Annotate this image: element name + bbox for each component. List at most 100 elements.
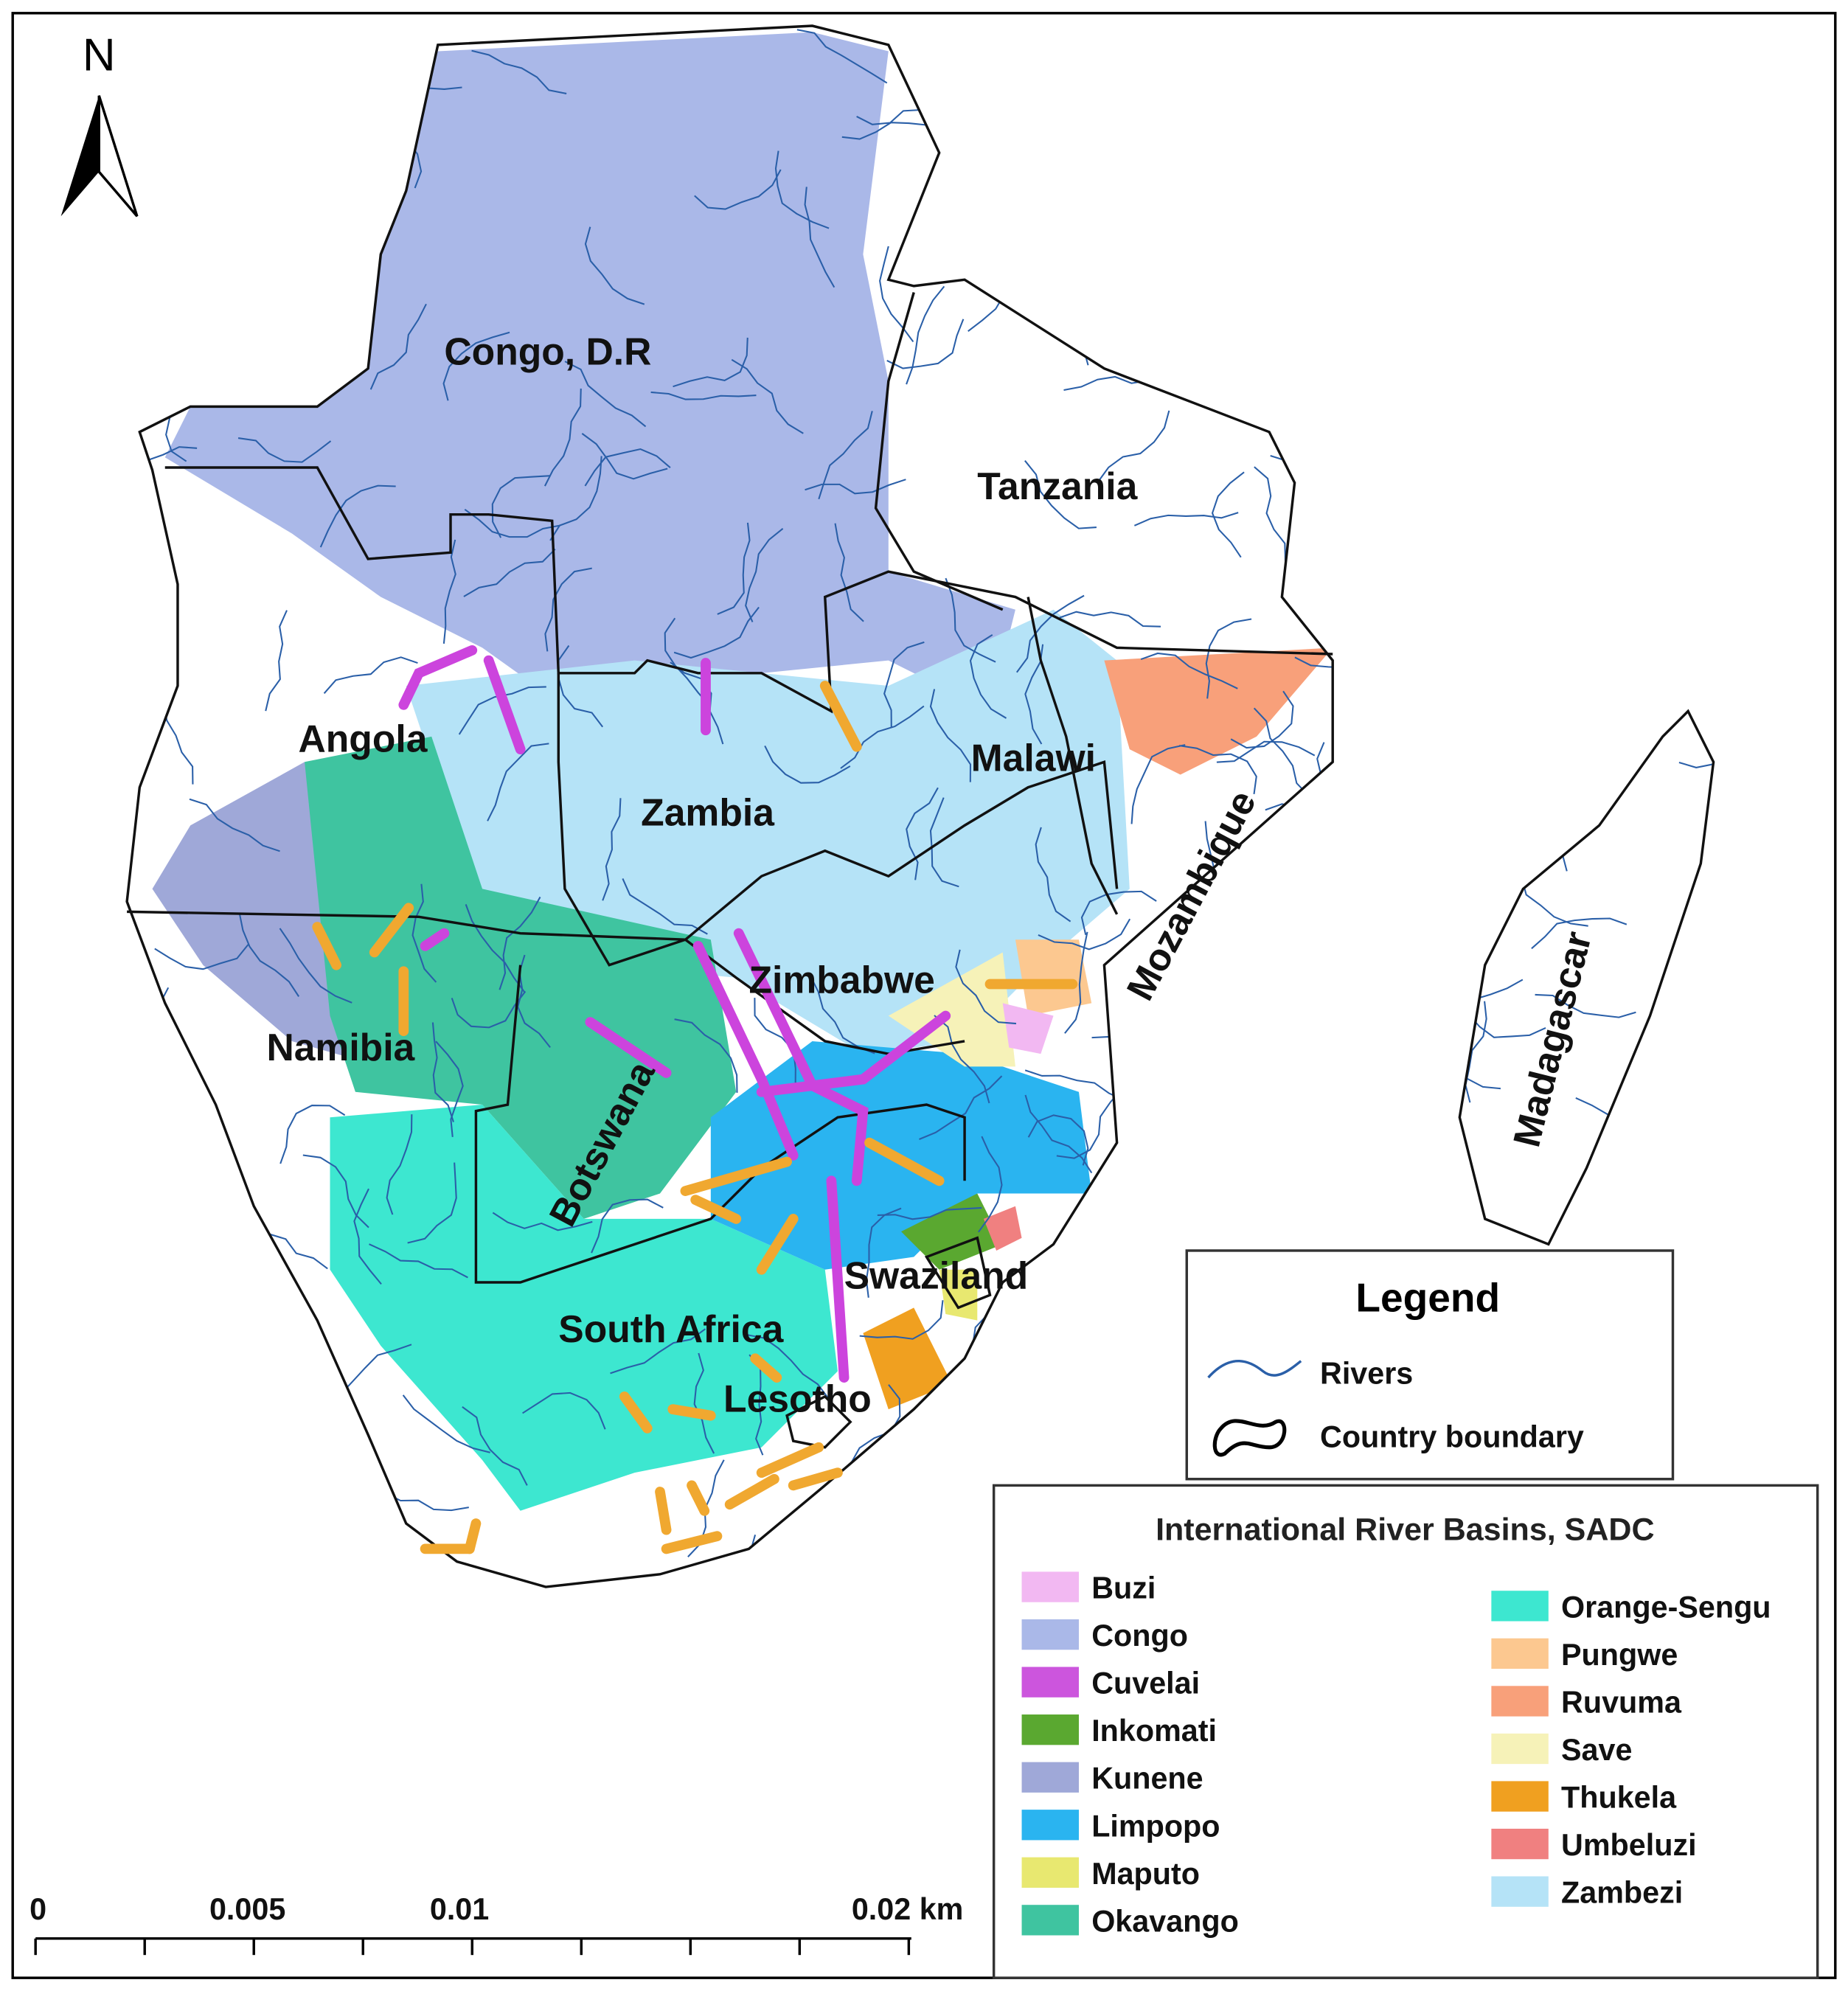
river bbox=[670, 661, 724, 745]
river bbox=[465, 904, 526, 993]
river bbox=[978, 1136, 1003, 1233]
river bbox=[581, 433, 668, 480]
river bbox=[462, 1405, 528, 1486]
river bbox=[319, 484, 396, 548]
river bbox=[237, 437, 332, 463]
basin-area bbox=[1015, 939, 1092, 1016]
basin-area bbox=[939, 1269, 978, 1321]
legend-swatch bbox=[1021, 1619, 1079, 1650]
basin-area bbox=[888, 952, 1015, 1067]
map-label: Tanzania bbox=[977, 465, 1138, 507]
river bbox=[1038, 918, 1131, 951]
scale-label: 0 bbox=[29, 1892, 46, 1926]
legend-item: Thukela bbox=[1561, 1781, 1677, 1815]
map-label: Zambia bbox=[641, 791, 775, 833]
river bbox=[1024, 460, 1097, 529]
legend-item: Inkomati bbox=[1091, 1714, 1217, 1748]
legend-swatch bbox=[1021, 1667, 1079, 1698]
river bbox=[622, 878, 708, 935]
river bbox=[238, 912, 300, 997]
river bbox=[1035, 827, 1071, 922]
river bbox=[1535, 993, 1636, 1018]
legend-item: Cuvelai bbox=[1091, 1667, 1200, 1700]
river bbox=[805, 479, 906, 495]
river bbox=[1678, 762, 1714, 800]
legend-title: Legend bbox=[1355, 1275, 1500, 1321]
river bbox=[584, 226, 645, 305]
map-label: Swaziland bbox=[844, 1254, 1029, 1297]
legend-swatch bbox=[1491, 1591, 1549, 1622]
country-boundaries bbox=[125, 24, 1715, 1588]
map-label: Malawi bbox=[971, 736, 1096, 779]
legend-swatch bbox=[1491, 1638, 1549, 1669]
river bbox=[804, 187, 836, 288]
river bbox=[840, 705, 925, 769]
north-label: N bbox=[83, 29, 116, 80]
legend-item: Save bbox=[1561, 1733, 1632, 1767]
legend-item: Umbeluzi bbox=[1561, 1828, 1697, 1862]
river bbox=[442, 539, 456, 644]
river bbox=[1059, 611, 1161, 628]
river bbox=[1254, 466, 1287, 562]
legend: Legend Rivers Country boundary bbox=[1185, 1249, 1675, 1481]
river bbox=[353, 1188, 382, 1285]
river bbox=[1140, 652, 1238, 689]
river bbox=[1211, 471, 1245, 558]
legend-swatch bbox=[1021, 1714, 1079, 1745]
legend-swatch bbox=[1491, 1686, 1549, 1717]
river bbox=[487, 743, 549, 821]
legend-item: Orange-Sengu bbox=[1561, 1590, 1771, 1624]
river bbox=[369, 1243, 468, 1279]
river bbox=[610, 1328, 706, 1375]
map-label: Congo, D.R bbox=[444, 330, 651, 373]
river bbox=[673, 337, 748, 388]
legend-item: Rivers bbox=[1320, 1357, 1413, 1391]
legend-swatch bbox=[1021, 1857, 1079, 1888]
north-arrow: N bbox=[60, 29, 139, 218]
river bbox=[1178, 745, 1257, 794]
river bbox=[265, 610, 288, 712]
legend-item: Pungwe bbox=[1561, 1638, 1678, 1672]
basin-area bbox=[164, 32, 1015, 712]
legend-swatch bbox=[1021, 1810, 1079, 1841]
legend-swatch bbox=[1491, 1781, 1549, 1812]
river bbox=[1024, 1094, 1093, 1174]
river bbox=[189, 798, 280, 852]
legend-item: Ruvuma bbox=[1561, 1685, 1682, 1719]
river bbox=[674, 1018, 738, 1093]
scale-label: 0.01 bbox=[430, 1892, 489, 1926]
river bbox=[673, 606, 760, 659]
river bbox=[522, 1391, 606, 1430]
scale-bar: 0 0.005 0.01 0.02 km bbox=[29, 1892, 964, 1956]
river bbox=[543, 388, 582, 487]
river bbox=[886, 319, 965, 369]
river bbox=[1097, 410, 1170, 482]
scale-label: 0.005 bbox=[209, 1892, 285, 1926]
river bbox=[458, 686, 546, 735]
river bbox=[906, 787, 939, 880]
river bbox=[442, 331, 510, 401]
river bbox=[451, 990, 527, 1029]
river bbox=[386, 1114, 413, 1215]
basin-legend-title: International River Basins, SADC bbox=[1156, 1512, 1654, 1547]
river bbox=[431, 1022, 454, 1122]
river bbox=[564, 361, 647, 428]
river bbox=[764, 745, 851, 784]
basin-area bbox=[1104, 647, 1333, 775]
river bbox=[1216, 740, 1316, 763]
river bbox=[693, 1352, 715, 1454]
river bbox=[499, 896, 541, 990]
river bbox=[774, 150, 830, 229]
river bbox=[411, 883, 437, 983]
cuvelai-lines bbox=[398, 644, 951, 1383]
map-label: Lesotho bbox=[723, 1377, 872, 1420]
basin-legend: International River Basins, SADC Buzi Con… bbox=[992, 1484, 1819, 1979]
river bbox=[591, 1198, 664, 1254]
river bbox=[323, 656, 418, 695]
river bbox=[435, 1040, 464, 1138]
river bbox=[1024, 1069, 1126, 1102]
legend-swatch bbox=[1021, 1905, 1079, 1936]
basin-area bbox=[983, 1206, 1022, 1251]
scale-label: 0.02 km bbox=[852, 1892, 964, 1926]
map-label: Angola bbox=[298, 717, 428, 760]
